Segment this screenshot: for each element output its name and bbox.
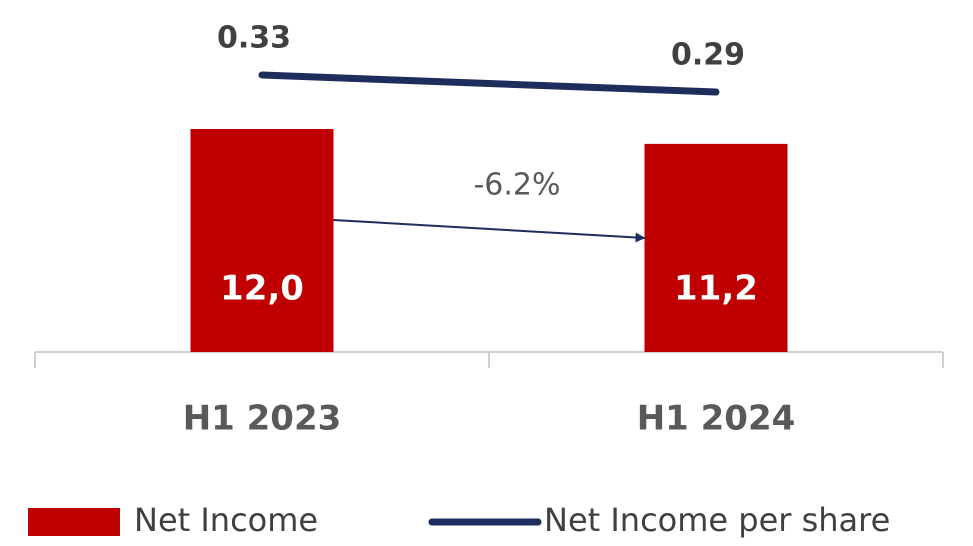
bar-value-label: 11,2 — [674, 269, 758, 309]
bar-value-label: 12,0 — [220, 269, 304, 309]
bar — [644, 143, 788, 352]
legend-swatch — [28, 508, 120, 536]
line-value-label: 0.33 — [217, 21, 291, 56]
line-value-label: 0.29 — [671, 38, 745, 73]
bar — [190, 129, 334, 352]
change-arrow — [333, 219, 646, 243]
line — [258, 71, 720, 96]
x-tick-label: H1 2024 — [637, 399, 796, 439]
annotation: -6.2% — [473, 168, 560, 203]
legend-label: Net Income — [134, 501, 318, 539]
legend-label: Net Income per share — [544, 501, 890, 539]
x-tick-label: H1 2023 — [183, 399, 342, 439]
